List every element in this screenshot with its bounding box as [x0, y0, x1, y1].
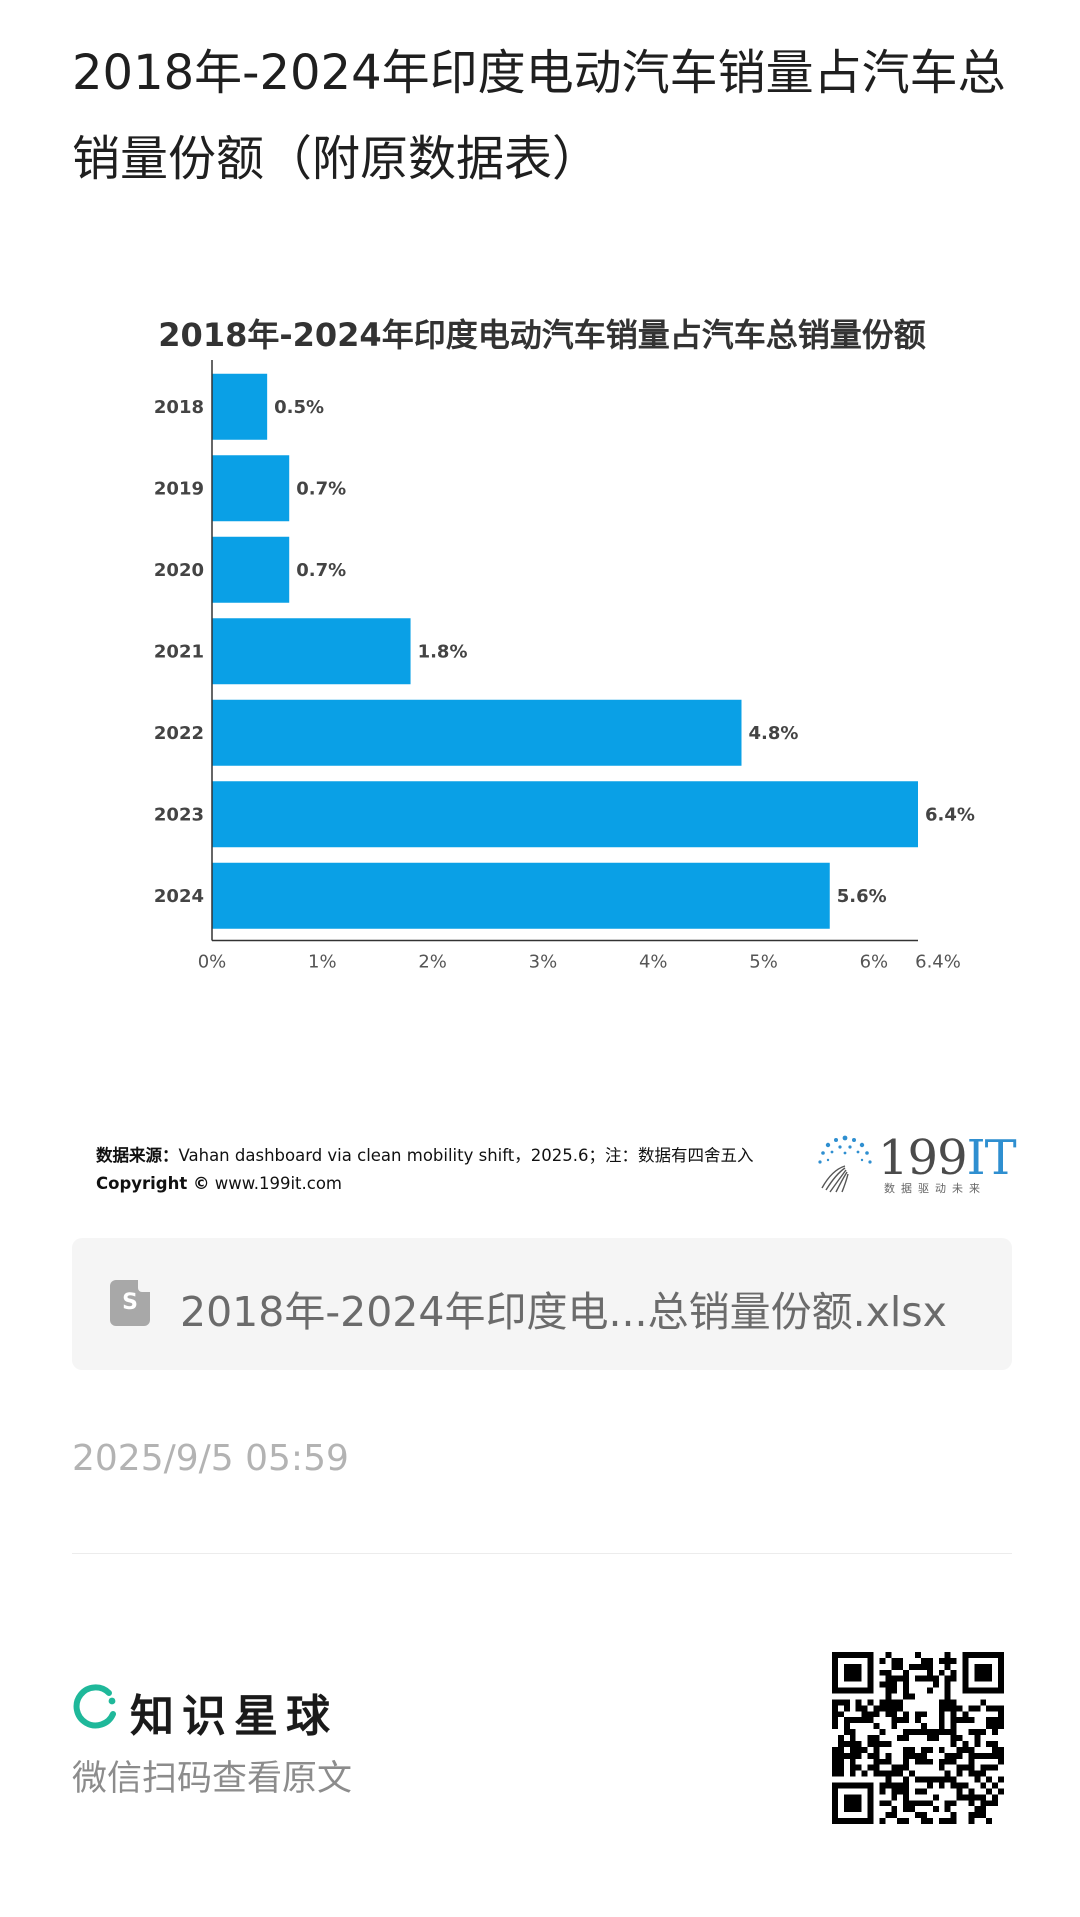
spreadsheet-file-icon: S [110, 1280, 150, 1326]
x-tick-label: 4% [639, 952, 668, 973]
x-tick-label: 3% [529, 952, 558, 973]
source-label: 数据来源： [96, 1146, 179, 1165]
category-label-2018: 2018 [154, 397, 204, 418]
attachment-file-name: 2018年-2024年印度电...总销量份额.xlsx [180, 1288, 947, 1336]
bar-2022 [212, 699, 742, 766]
category-label-2020: 2020 [154, 560, 204, 581]
bar-2024 [212, 862, 830, 929]
copyright-label: Copyright © [96, 1174, 210, 1193]
category-label-2023: 2023 [154, 804, 204, 825]
data-label-2020: 0.7% [296, 560, 346, 581]
post-title: 2018年-2024年印度电动汽车销量占汽车总销量份额（附原数据表） [72, 45, 1006, 187]
bar-2021 [212, 618, 411, 685]
data-label-2019: 0.7% [296, 478, 346, 499]
bar-2019 [212, 455, 290, 522]
chart-title: 2018年-2024年印度电动汽车销量占汽车总销量份额 [158, 316, 926, 354]
category-label-2022: 2022 [154, 723, 204, 744]
attachment-file-card[interactable]: S 2018年-2024年印度电...总销量份额.xlsx [72, 1238, 1012, 1370]
data-label-2024: 5.6% [837, 886, 887, 907]
199it-logo: 199IT 数据驱动未来 [812, 1130, 1017, 1200]
qr-code-icon[interactable] [832, 1652, 1004, 1824]
dandelion-logo-icon [818, 1135, 872, 1193]
brand-name: 知识星球 [130, 1691, 338, 1742]
bar-2023 [212, 781, 918, 848]
logo-tagline: 数据驱动未来 [884, 1182, 986, 1195]
bar-2020 [212, 536, 290, 603]
bar-chart: 2018 0.5% 2019 0.7% 2020 0.7% 2021 1.8% 2022 4.8%… [154, 360, 975, 973]
x-tick-label: 5% [749, 952, 778, 973]
x-tick-label: 1% [308, 952, 337, 973]
chart-image[interactable]: 2018年-2024年印度电动汽车销量占汽车总销量份额 2018 0.5% 2019… [72, 270, 1017, 1210]
copyright-site: www.199it.com [214, 1174, 342, 1193]
zsxq-logo-icon [73, 1684, 116, 1729]
data-label-2021: 1.8% [418, 641, 468, 662]
post-timestamp: 2025/9/5 05:59 [72, 1438, 349, 1479]
data-label-2023: 6.4% [925, 804, 975, 825]
logo-wordmark: 199IT [878, 1130, 1017, 1186]
data-label-2018: 0.5% [274, 397, 324, 418]
source-note: 数据来源：Vahan dashboard via clean mobility … [96, 1142, 753, 1166]
data-label-2022: 4.8% [749, 723, 799, 744]
category-label-2021: 2021 [154, 641, 204, 662]
scan-hint: 微信扫码查看原文 [72, 1759, 353, 1799]
bar-2018 [212, 373, 268, 440]
x-tick-label: 0% [198, 952, 227, 973]
x-tick-label: 6.4% [915, 952, 961, 973]
x-tick-label: 2% [418, 952, 447, 973]
category-label-2024: 2024 [154, 886, 204, 907]
copyright-note: Copyright © www.199it.com [96, 1174, 342, 1193]
category-label-2019: 2019 [154, 478, 204, 499]
x-tick-label: 6% [860, 952, 889, 973]
source-text: Vahan dashboard via clean mobility shift… [178, 1146, 754, 1165]
divider [72, 1553, 1012, 1554]
